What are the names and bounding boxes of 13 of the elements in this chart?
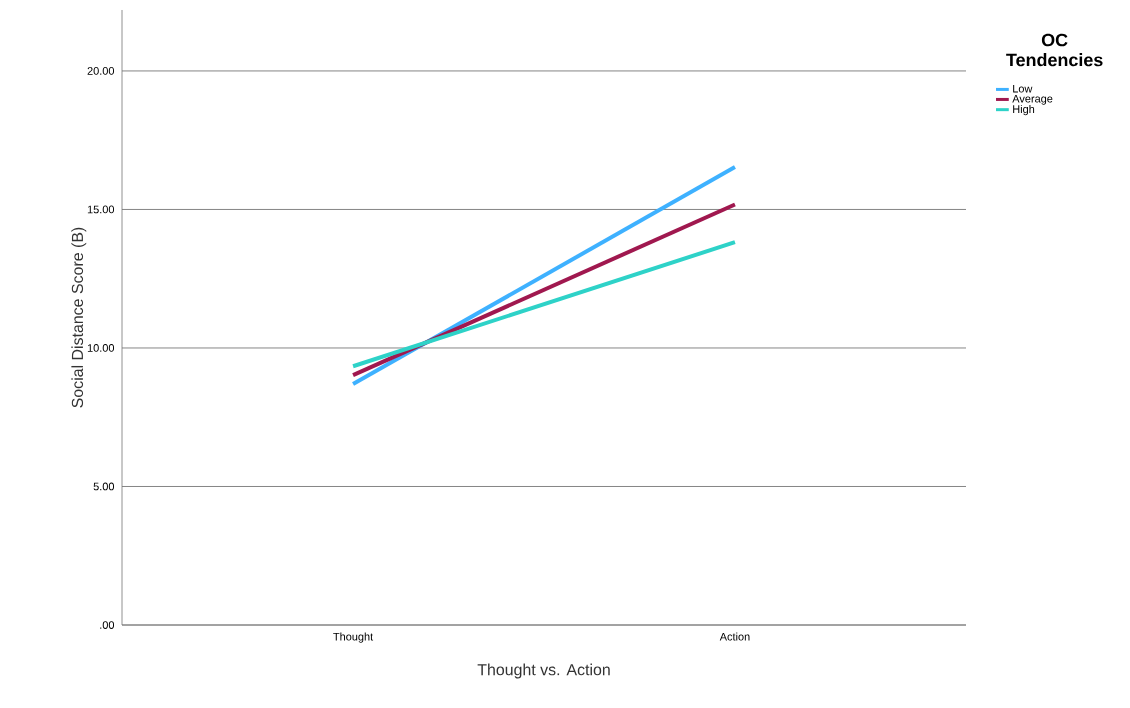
x-tick-label: Action (719, 632, 750, 641)
x-axis-title: Thought vs. Action (477, 663, 610, 679)
y-axis-title: Social Distance Score (B) (71, 227, 87, 408)
y-tick-label: 10.00 (87, 344, 115, 352)
legend-label: High (1013, 104, 1035, 116)
y-tick-label: 20.00 (87, 67, 115, 75)
y-tick-label: 5.00 (93, 482, 115, 491)
legend-label: Low (1013, 84, 1033, 93)
y-tick-label: 15.00 (87, 205, 115, 214)
x-tick-label: Thought (333, 632, 374, 643)
legend-title: OC Tendencies (1006, 33, 1103, 67)
y-tick-label: .00 (100, 621, 115, 629)
legend-label: Average (1012, 94, 1053, 105)
